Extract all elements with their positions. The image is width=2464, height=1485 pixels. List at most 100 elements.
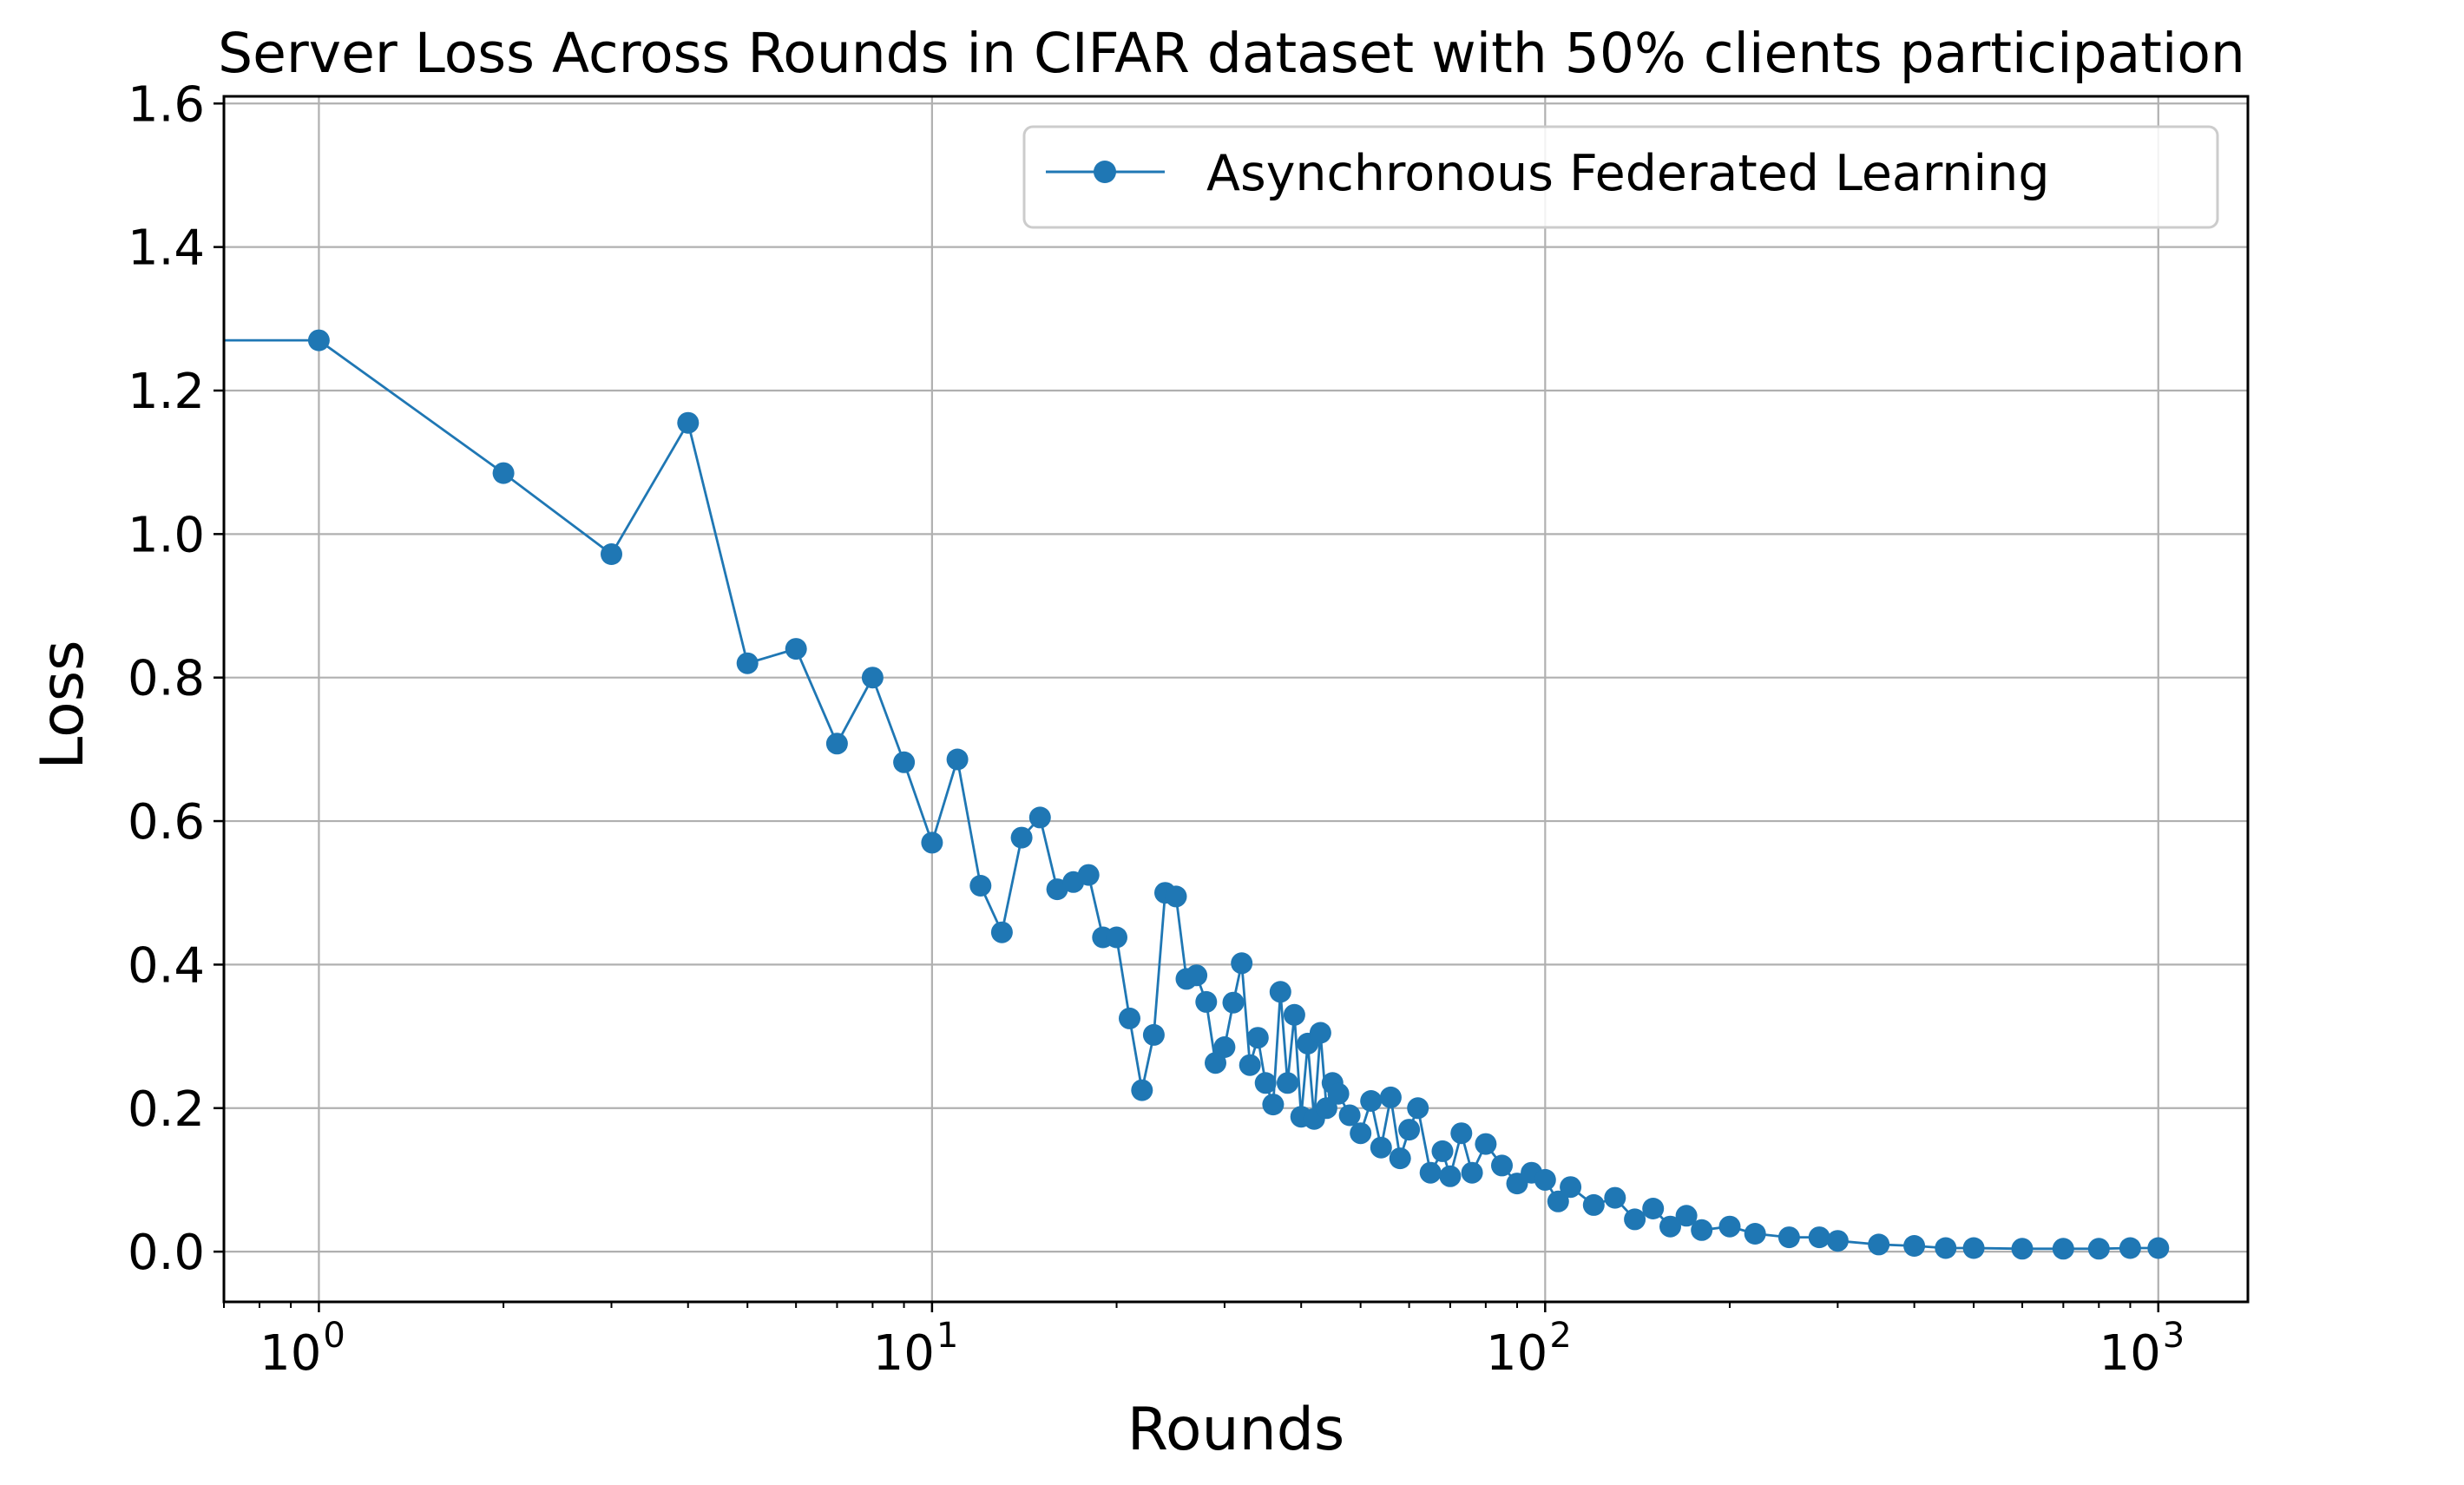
data-point [893,751,916,773]
series-line [224,338,2158,1251]
data-point [946,748,969,771]
data-point [677,411,700,434]
data-point [1277,1072,1298,1094]
data-point [1195,990,1218,1013]
data-point [1718,1215,1741,1238]
y-tick-label: 0.2 [128,1081,205,1138]
data-point [1077,864,1100,886]
x-tick-label-exponent: 1 [936,1316,958,1356]
data-point [1547,1190,1569,1212]
data-point [1269,981,1291,1003]
data-point [601,543,622,565]
legend-label: Asynchronous Federated Learning [1206,145,2050,202]
data-point [1213,1036,1236,1058]
data-point [1935,1237,1957,1259]
data-point [492,462,515,484]
data-point [1450,1122,1473,1145]
x-tick-label-base: 10 [2099,1325,2161,1382]
data-point [785,638,807,660]
data-point [1826,1230,1849,1252]
data-point [1205,1052,1226,1074]
x-tick-label-base: 10 [1486,1325,1547,1382]
data-point [1309,1022,1331,1044]
data-point [1407,1097,1429,1120]
data-point [2087,1238,2110,1260]
y-tick-label: 0.4 [128,937,205,994]
data-point [1962,1237,1985,1259]
data-point [990,921,1013,943]
data-point [825,733,848,755]
data-point [1165,885,1187,908]
data-point [1131,1079,1153,1101]
x-tick-label: 10 0 [260,1316,345,1382]
data-point [1744,1223,1766,1245]
data-point [1475,1133,1497,1155]
x-tick-label-exponent: 0 [323,1316,345,1356]
data-point [1604,1186,1626,1209]
data-point [1379,1086,1402,1108]
plot-area [224,329,2170,1260]
data-point [1119,1007,1140,1029]
data-point [1246,1027,1269,1049]
data-point [1315,1097,1337,1120]
data-point [1010,826,1033,849]
data-point [1231,952,1253,975]
data-point [307,329,330,352]
chart-title: Server Loss Across Rounds in CIFAR datas… [218,22,2245,85]
data-point [1106,926,1127,949]
data-point [2011,1238,2034,1260]
data-point [2119,1237,2141,1259]
data-point [736,652,759,674]
data-point [1903,1235,1926,1257]
data-point [1239,1054,1261,1076]
data-point [1534,1168,1556,1191]
data-point [1142,1023,1165,1046]
data-point [1439,1165,1462,1187]
data-point [1642,1198,1665,1219]
y-tick-label: 1.0 [128,507,205,563]
data-point [1186,964,1208,987]
data-point [1389,1147,1411,1170]
x-tick-label: 10 3 [2099,1316,2185,1382]
data-point [861,667,884,689]
data-point [1222,991,1245,1014]
y-tick-label: 0.6 [128,794,205,851]
x-tick-label-base: 10 [260,1325,321,1382]
data-point [1582,1193,1605,1216]
data-point [969,875,992,897]
data-point [2052,1238,2074,1260]
y-tick-label: 0.0 [128,1225,205,1281]
data-point [1659,1215,1681,1238]
data-point [1868,1233,1890,1256]
data-point [1560,1176,1582,1199]
data-point [921,831,943,854]
data-point [1028,806,1051,829]
data-point [1777,1226,1800,1249]
data-point [1360,1090,1383,1112]
y-tick-label: 0.8 [128,651,205,707]
y-tick-label: 1.2 [128,364,205,420]
legend-box [1022,125,2219,229]
series-layer [224,329,2170,1260]
data-point [1808,1226,1830,1249]
data-point [1624,1208,1646,1231]
x-axis-label: Rounds [1127,1396,1345,1464]
data-point [2147,1237,2170,1259]
y-tick-label: 1.4 [128,220,205,277]
x-tick-label: 10 2 [1486,1316,1572,1382]
data-point [1262,1094,1285,1116]
plot-frame [222,95,2250,1304]
grid [224,96,2248,1302]
data-point [1254,1072,1277,1094]
data-point [1398,1119,1421,1141]
legend-marker-sample [1094,161,1116,183]
data-point [1419,1161,1442,1184]
data-point [1283,1003,1305,1026]
y-tick-label: 1.6 [128,76,205,133]
data-point [1327,1082,1350,1105]
data-point [1691,1219,1713,1241]
data-point [1370,1136,1392,1159]
data-point [1046,878,1068,901]
legend: Asynchronous Federated Learning [1022,125,2219,229]
